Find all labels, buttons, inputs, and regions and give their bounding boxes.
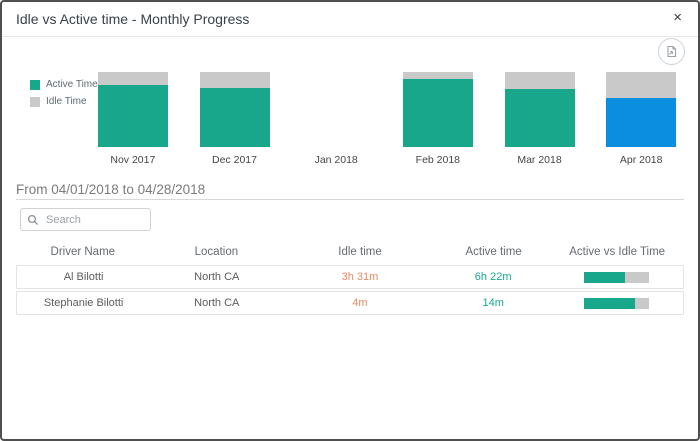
- bar-column[interactable]: Dec 2017: [184, 72, 286, 175]
- period-title: From 04/01/2018 to 04/28/2018: [16, 182, 206, 197]
- month-label: Dec 2017: [212, 154, 257, 166]
- column-header-driver-name: Driver Name: [50, 246, 116, 258]
- location-cell: North CA: [194, 271, 240, 283]
- active-time-cell: 6h 22m: [474, 271, 512, 283]
- legend-item-idle-time[interactable]: Idle Time: [30, 96, 98, 107]
- table-row[interactable]: Al Bilotti North CA 3h 31m 6h 22m: [16, 265, 684, 289]
- bar-column[interactable]: Apr 2018: [590, 72, 692, 175]
- close-icon[interactable]: ×: [673, 9, 682, 26]
- idle-time-cell: 4m: [352, 297, 368, 309]
- month-label: Nov 2017: [110, 154, 156, 166]
- section-divider: [16, 199, 684, 200]
- active-vs-idle-cell: [550, 271, 683, 283]
- stacked-bar: [97, 72, 168, 147]
- search-box: [20, 208, 151, 231]
- dialog-header: Idle vs Active time - Monthly Progress ×: [2, 2, 698, 37]
- legend-label: Active Time: [46, 79, 98, 90]
- table-header-row: Driver Name Location Idle time Active ti…: [16, 241, 684, 263]
- export-button[interactable]: [658, 38, 685, 65]
- search-icon: [27, 214, 39, 226]
- stacked-bar: [606, 72, 677, 147]
- month-label: Apr 2018: [619, 154, 663, 166]
- column-header-active-time: Active time: [465, 246, 522, 258]
- month-label: Jan 2018: [314, 154, 358, 166]
- location-cell: North CA: [194, 297, 240, 309]
- drivers-table: Driver Name Location Idle time Active ti…: [16, 241, 684, 315]
- legend-label: Idle Time: [46, 96, 87, 107]
- stacked-bar: [504, 72, 575, 147]
- table-row[interactable]: Stephanie Bilotti North CA 4m 14m: [16, 291, 684, 315]
- column-header-active-vs-idle: Active vs Idle Time: [569, 246, 666, 258]
- column-header-location: Location: [194, 246, 239, 258]
- bar-column[interactable]: Jan 2018: [285, 72, 387, 175]
- dialog-title: Idle vs Active time - Monthly Progress: [16, 11, 250, 27]
- monthly-stacked-bar-chart: Nov 2017 Dec 2017 Jan 2018 Feb 2018 Mar …: [82, 72, 692, 175]
- month-label: Mar 2018: [517, 154, 562, 166]
- active-time-swatch-icon: [30, 79, 40, 90]
- bar-column[interactable]: Feb 2018: [387, 72, 489, 175]
- active-vs-idle-cell: [550, 297, 683, 309]
- idle-time-cell: 3h 31m: [341, 271, 379, 283]
- active-vs-idle-bar: [583, 297, 649, 309]
- stacked-bar: [402, 72, 473, 147]
- driver-name-cell: Stephanie Bilotti: [43, 297, 124, 309]
- active-vs-idle-bar: [583, 271, 649, 283]
- column-header-idle-time: Idle time: [338, 246, 382, 258]
- bar-column[interactable]: Mar 2018: [489, 72, 591, 175]
- month-label: Feb 2018: [415, 154, 461, 166]
- legend-item-active-time[interactable]: Active Time: [30, 79, 98, 90]
- idle-time-swatch-icon: [30, 96, 40, 107]
- export-icon: [665, 45, 678, 58]
- active-time-cell: 14m: [482, 297, 504, 309]
- search-input[interactable]: [44, 212, 144, 227]
- driver-name-cell: Al Bilotti: [63, 271, 104, 283]
- bar-column[interactable]: Nov 2017: [82, 72, 184, 175]
- chart-legend: Active Time Idle Time: [30, 79, 98, 113]
- stacked-bar: [199, 72, 270, 147]
